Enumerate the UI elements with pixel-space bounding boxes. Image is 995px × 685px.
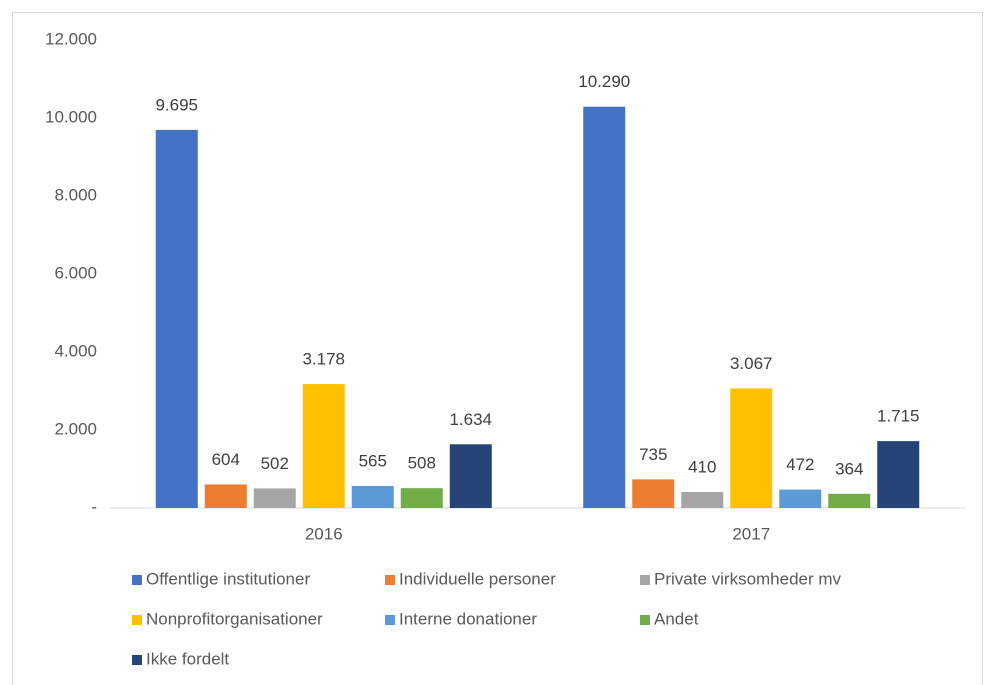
legend-label: Private virksomheder mv [654,569,842,588]
bar [828,493,871,508]
legend-label: Individuelle personer [399,569,556,588]
data-label: 565 [359,451,387,470]
data-label: 1.715 [877,407,920,426]
legend-swatch [385,615,395,625]
data-label: 10.290 [578,72,630,91]
bar [877,441,920,508]
legend-label: Nonprofitorganisationer [146,609,323,628]
legend-swatch [132,655,142,665]
bar [730,388,773,508]
data-label: 508 [408,454,436,473]
bar [583,106,626,508]
data-label: 502 [261,454,289,473]
legend-swatch [640,615,650,625]
x-tick-label: 2016 [305,524,343,543]
legend-swatch [385,575,395,585]
legend-swatch [640,575,650,585]
legend-label: Andet [654,609,699,628]
data-label: 3.067 [730,354,773,373]
data-label: 472 [786,455,814,474]
legend-swatch [132,575,142,585]
y-tick-label: 8.000 [54,185,97,204]
y-tick-label: 12.000 [45,29,97,48]
y-tick-label: - [91,497,97,516]
data-label: 3.178 [302,350,345,369]
legend-label: Offentlige institutioner [146,569,310,588]
data-label: 604 [212,450,240,469]
bar [681,492,724,508]
x-tick-label: 2017 [732,524,770,543]
data-label: 735 [639,445,667,464]
legend-label: Interne donationer [399,609,537,628]
data-label: 410 [688,457,716,476]
legend-label: Ikke fordelt [146,649,229,668]
bar [351,485,394,508]
data-label: 9.695 [155,95,198,114]
bar [155,129,198,508]
bar [204,484,247,508]
legend-swatch [132,615,142,625]
y-tick-label: 4.000 [54,341,97,360]
data-label: 1.634 [449,410,492,429]
bar [632,479,675,508]
y-tick-label: 6.000 [54,263,97,282]
bar [449,444,492,508]
bar [253,488,296,508]
bar [302,384,345,508]
data-label: 364 [835,459,863,478]
y-tick-label: 10.000 [45,107,97,126]
y-tick-label: 2.000 [54,419,97,438]
bar [400,488,443,508]
bar [779,489,822,508]
